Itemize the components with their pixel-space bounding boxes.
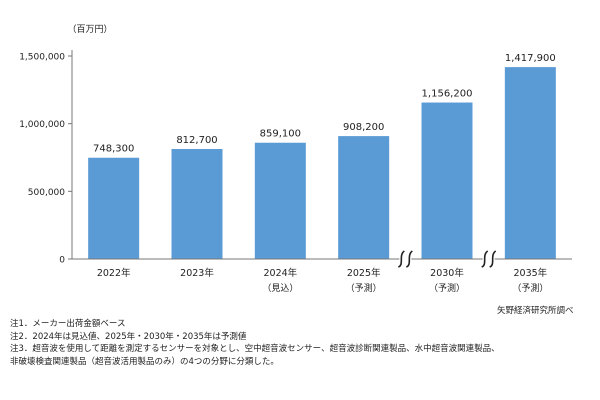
- bar: [421, 102, 473, 259]
- bar: [338, 136, 390, 259]
- y-tick-label: 1,500,000: [19, 53, 65, 63]
- y-tick-label: 1,000,000: [19, 120, 65, 130]
- bar-value-label: 908,200: [343, 122, 384, 133]
- source-note: 矢野経済研究所調べ: [497, 306, 574, 316]
- x-category-label: 2030年: [430, 267, 464, 279]
- footnote-3-cont: 非破壊検査関連製品（超音波活用製品のみ）の4つの分野に分類した。: [10, 356, 279, 367]
- y-tick-label: 500,000: [28, 188, 65, 198]
- y-tick-label: 0: [59, 256, 65, 266]
- axis-break-mark: [481, 250, 497, 268]
- bar-value-label: 1,417,900: [505, 53, 556, 64]
- x-category-label: 2025年: [347, 267, 381, 279]
- x-category-sublabel: （予測）: [429, 282, 465, 294]
- x-category-sublabel: （予測）: [346, 282, 382, 294]
- x-category-label: 2024年: [263, 267, 297, 279]
- x-axis: 2022年 2023年 2024年 （見込） 2025年 （予測） 2030年 （予測） 203…: [72, 250, 572, 294]
- bar-value-label: 859,100: [260, 129, 301, 140]
- x-category-sublabel: （予測）: [512, 282, 548, 294]
- bar-chart: （百万円） 0 500,000 1,000,000 1,500,000 748,300…: [19, 24, 572, 294]
- footnote-1: 注1．メーカー出荷金額ベース: [10, 319, 126, 329]
- unit-label: （百万円）: [67, 24, 112, 35]
- footnotes: 注1．メーカー出荷金額ベース 注2．2024年は見込値、2025年・2030年・…: [10, 318, 500, 368]
- footnote-3: 注3．超音波を使用して距離を測定するセンサーを対象とし、空中超音波センサー、超音…: [10, 344, 500, 354]
- bar: [171, 149, 223, 259]
- x-category-label: 2035年: [513, 267, 547, 279]
- x-category-sublabel: （見込）: [262, 283, 298, 294]
- x-category-label: 2022年: [97, 267, 131, 279]
- bar-value-label: 1,156,200: [422, 89, 473, 100]
- bar-value-label: 812,700: [176, 135, 217, 146]
- x-category-label: 2023年: [180, 267, 214, 279]
- footnote-2: 注2．2024年は見込値、2025年・2030年・2035年は予測値: [10, 331, 247, 342]
- bar: [88, 157, 140, 259]
- y-axis: 0 500,000 1,000,000 1,500,000: [19, 50, 73, 266]
- bars: 748,300 812,700 859,100 908,200 1,156,200 1,4…: [88, 53, 556, 259]
- bar: [504, 67, 556, 259]
- axis-break-mark: [397, 250, 413, 268]
- bar: [254, 142, 306, 259]
- bar-value-label: 748,300: [93, 144, 134, 155]
